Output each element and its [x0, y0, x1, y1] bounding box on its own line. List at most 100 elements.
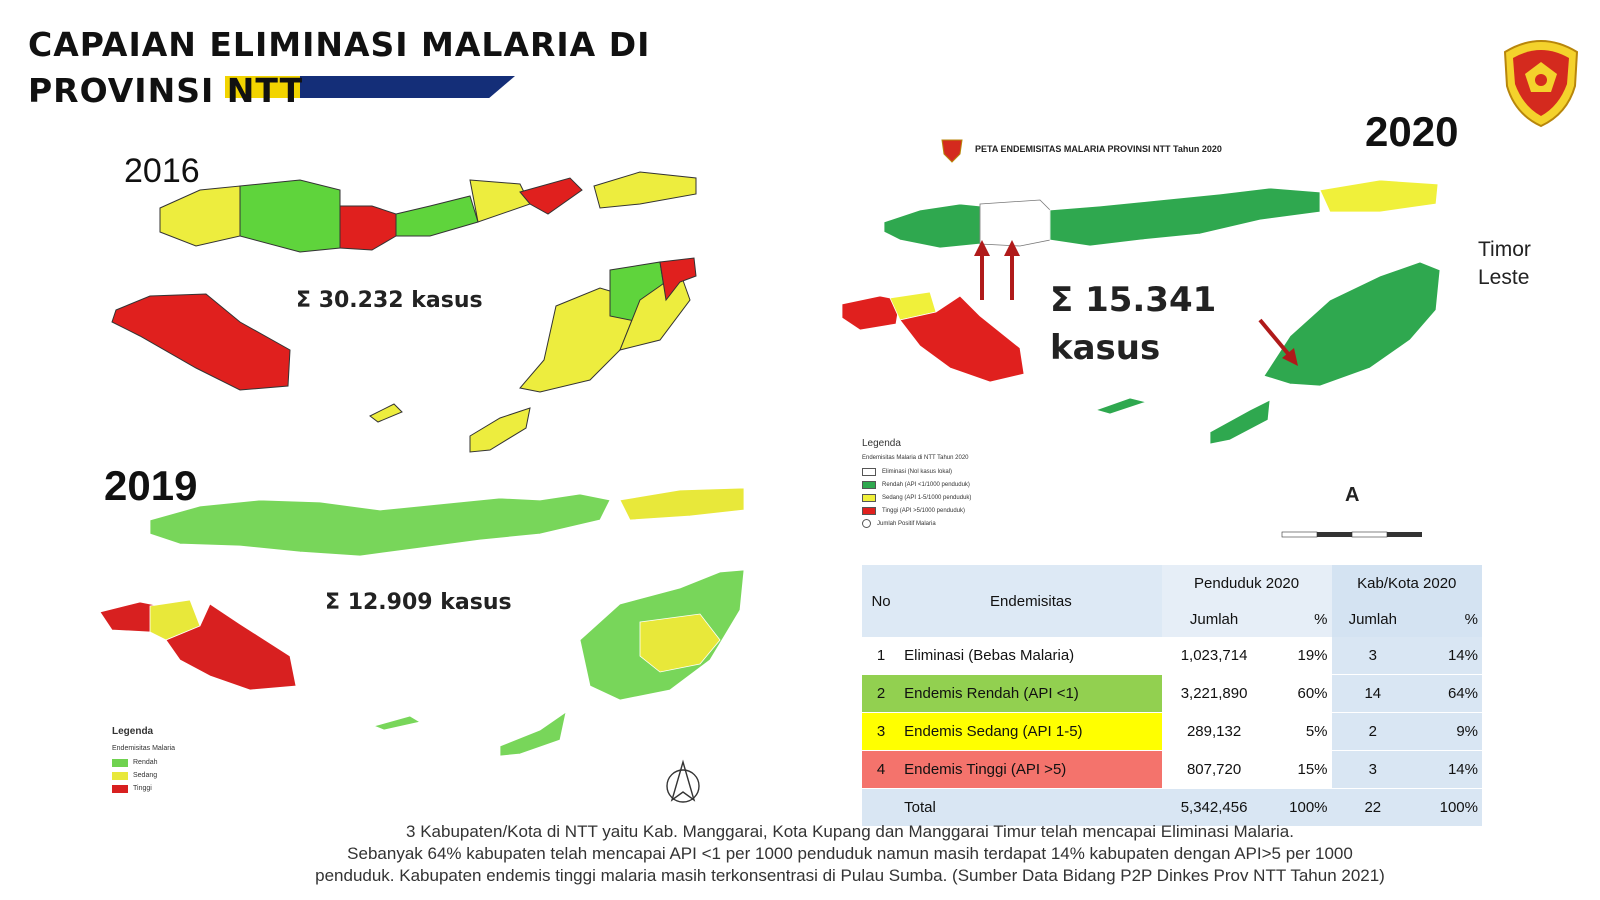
region-2016-flores-mid [239, 179, 341, 253]
cell-kab-jumlah: 14 [1331, 674, 1415, 714]
legend-swatch [862, 519, 871, 528]
legend-2019-subtitle: Endemisitas Malaria [112, 745, 176, 752]
timor-leste-label: Timor Leste [1478, 238, 1531, 289]
table-subheader-row: Jumlah % Jumlah % [862, 601, 1482, 637]
cell-label: Endemis Tinggi (API >5) [900, 750, 1162, 790]
legend-2020-item: Rendah (API <1/1000 penduduk) [862, 478, 1052, 491]
region-2016-alor [593, 171, 697, 209]
map-2020 [841, 179, 1441, 445]
cell-total-label: Total [900, 788, 1162, 827]
legend-2019-item: Tinggi [112, 782, 232, 795]
header-kab-jumlah: Jumlah [1331, 601, 1415, 637]
legend-label: Eliminasi (Nol kasus lokal) [882, 468, 953, 475]
legend-2020-subtitle: Endemisitas Malaria di NTT Tahun 2020 [862, 455, 969, 461]
arrow-diag-head [1282, 348, 1298, 366]
legend-2019-item: Sedang [112, 769, 232, 782]
cell-pend-jumlah: 807,720 [1161, 750, 1267, 790]
map-2019 [99, 487, 745, 757]
legend-label: Sedang (API 1-5/1000 penduduk) [882, 494, 972, 501]
year-label-2020: 2020 [1365, 108, 1459, 155]
map-2016 [111, 171, 697, 453]
arrow-diag [1258, 318, 1292, 358]
arrow-up-left-head [974, 240, 990, 256]
case-sum-2016: Σ 30.232 kasus [296, 288, 483, 313]
region-2016-alor-red [519, 177, 583, 215]
region-2020-flores-east [1049, 187, 1321, 247]
header-kab: Kab/Kota 2020 [1331, 565, 1482, 601]
region-2020-flores-elim [979, 199, 1051, 247]
year-label-2019: 2019 [104, 462, 198, 509]
cell-label: Endemis Sedang (API 1-5) [900, 712, 1162, 752]
table-header-row: No Endemisitas Penduduk 2020 Kab/Kota 20… [862, 565, 1482, 637]
arrows-2020 [974, 240, 1298, 366]
legend-2020-item: Eliminasi (Nol kasus lokal) [862, 465, 1052, 478]
endemicity-table: No Endemisitas Penduduk 2020 Kab/Kota 20… [862, 565, 1482, 827]
legend-2020: Legenda Endemisitas Malaria di NTT Tahun… [862, 438, 1052, 530]
cell-pend-pct: 15% [1266, 750, 1332, 790]
year-label-2016: 2016 [124, 152, 200, 190]
cell-pend-pct: 19% [1266, 637, 1332, 676]
legend-label: Rendah (API <1/1000 penduduk) [882, 481, 970, 488]
legend-label: Tinggi (API >5/1000 penduduk) [882, 507, 966, 514]
cell-kab-pct: 64% [1414, 674, 1482, 714]
arrow-up-right-head [1004, 240, 1020, 256]
region-2020-sumba-west [841, 295, 901, 331]
cell-kab-jumlah: 3 [1331, 750, 1415, 790]
legend-swatch [112, 784, 128, 793]
cell-kab-pct: 9% [1414, 712, 1482, 752]
region-2020-flores-west [883, 203, 981, 249]
region-2016-sabu [369, 403, 403, 423]
region-2016-sumba [111, 293, 291, 391]
region-2019-flores [149, 493, 611, 557]
footnote-line1: 3 Kabupaten/Kota di NTT yaitu Kab. Mangg… [406, 822, 1294, 841]
cell-pend-pct: 60% [1266, 674, 1332, 714]
cell-total-pend-jumlah: 5,342,456 [1161, 788, 1267, 827]
page-title: CAPAIAN ELIMINASI MALARIA DI PROVINSI NT… [28, 22, 650, 114]
table-row: 1 Eliminasi (Bebas Malaria) 1,023,714 19… [862, 637, 1482, 676]
legend-2019-item: Rendah [112, 756, 232, 769]
region-2019-sumba-east [165, 603, 297, 691]
legend-swatch [862, 506, 876, 515]
region-2020-rote [1209, 399, 1271, 445]
legend-swatch [862, 467, 876, 476]
cell-no [862, 788, 901, 827]
region-2019-alor [619, 487, 745, 521]
cell-kab-pct: 14% [1414, 750, 1482, 790]
header-endemisitas: Endemisitas [900, 565, 1162, 637]
header-pend-jumlah: Jumlah [1161, 601, 1267, 637]
table-row: 4 Endemis Tinggi (API >5) 807,720 15% 3 … [862, 750, 1482, 790]
cell-no: 3 [862, 712, 901, 752]
header-no: No [862, 565, 901, 637]
map-2020-heading: PETA ENDEMISITAS MALARIA PROVINSI NTT Ta… [975, 144, 1222, 154]
legend-label: Jumlah Positif Malaria [877, 520, 936, 527]
region-2019-sabu [372, 715, 422, 731]
cell-total-pend-pct: 100% [1266, 788, 1332, 827]
cell-no: 4 [862, 750, 901, 790]
cell-kab-pct: 14% [1414, 637, 1482, 676]
cell-label: Eliminasi (Bebas Malaria) [900, 637, 1162, 676]
cell-pend-jumlah: 1,023,714 [1161, 637, 1267, 676]
cell-pend-jumlah: 3,221,890 [1161, 674, 1267, 714]
cell-kab-jumlah: 3 [1331, 637, 1415, 676]
map-2020-heading-icon [941, 139, 963, 163]
region-2016-lembata [469, 179, 531, 223]
region-2016-flores-east [395, 195, 479, 237]
cell-kab-jumlah: 2 [1331, 712, 1415, 752]
legend-swatch [862, 480, 876, 489]
cell-pend-jumlah: 289,132 [1161, 712, 1267, 752]
legend-2020-item: Tinggi (API >5/1000 penduduk) [862, 504, 1052, 517]
region-2019-rote [499, 711, 567, 757]
title-underline-blue [300, 76, 515, 98]
page-title-line1: CAPAIAN ELIMINASI MALARIA DI [28, 25, 651, 64]
region-2020-sabu [1094, 397, 1148, 415]
legend-swatch [112, 758, 128, 767]
cell-no: 1 [862, 637, 901, 676]
province-emblem-icon [1503, 40, 1579, 128]
legend-label: Tinggi [133, 785, 152, 792]
legend-swatch [862, 493, 876, 502]
legend-2019: Legenda Endemisitas Malaria Rendah Sedan… [112, 726, 232, 795]
region-2020-alor [1319, 179, 1439, 213]
legend-2020-item: Jumlah Positif Malaria [862, 517, 1052, 530]
footnote-line3: penduduk. Kabupaten endemis tinggi malar… [315, 866, 1385, 885]
